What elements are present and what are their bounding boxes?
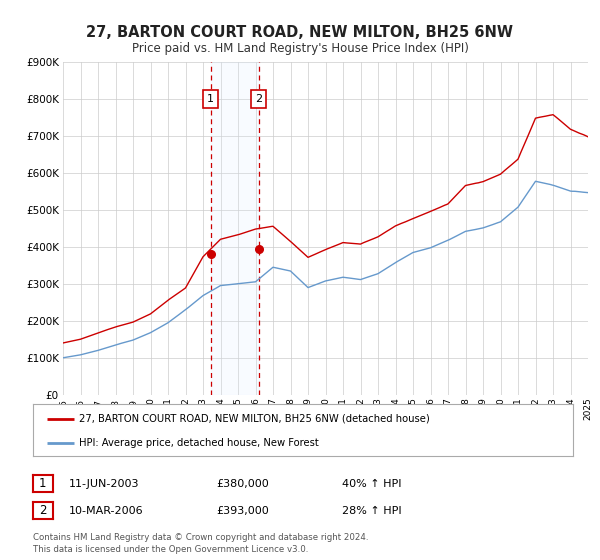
Text: 40% ↑ HPI: 40% ↑ HPI bbox=[342, 479, 401, 489]
Text: Contains HM Land Registry data © Crown copyright and database right 2024.
This d: Contains HM Land Registry data © Crown c… bbox=[33, 533, 368, 554]
Bar bbox=[211, 62, 259, 395]
Text: 1: 1 bbox=[39, 477, 47, 491]
Text: 2: 2 bbox=[255, 94, 262, 104]
Text: 27, BARTON COURT ROAD, NEW MILTON, BH25 6NW: 27, BARTON COURT ROAD, NEW MILTON, BH25 … bbox=[86, 25, 514, 40]
Text: 2: 2 bbox=[39, 504, 47, 517]
Text: 27, BARTON COURT ROAD, NEW MILTON, BH25 6NW (detached house): 27, BARTON COURT ROAD, NEW MILTON, BH25 … bbox=[79, 414, 430, 424]
Text: £393,000: £393,000 bbox=[216, 506, 269, 516]
Text: 10-MAR-2006: 10-MAR-2006 bbox=[69, 506, 143, 516]
Text: 11-JUN-2003: 11-JUN-2003 bbox=[69, 479, 139, 489]
Text: 28% ↑ HPI: 28% ↑ HPI bbox=[342, 506, 401, 516]
Text: Price paid vs. HM Land Registry's House Price Index (HPI): Price paid vs. HM Land Registry's House … bbox=[131, 42, 469, 55]
Text: £380,000: £380,000 bbox=[216, 479, 269, 489]
Text: HPI: Average price, detached house, New Forest: HPI: Average price, detached house, New … bbox=[79, 438, 319, 449]
Text: 1: 1 bbox=[207, 94, 214, 104]
